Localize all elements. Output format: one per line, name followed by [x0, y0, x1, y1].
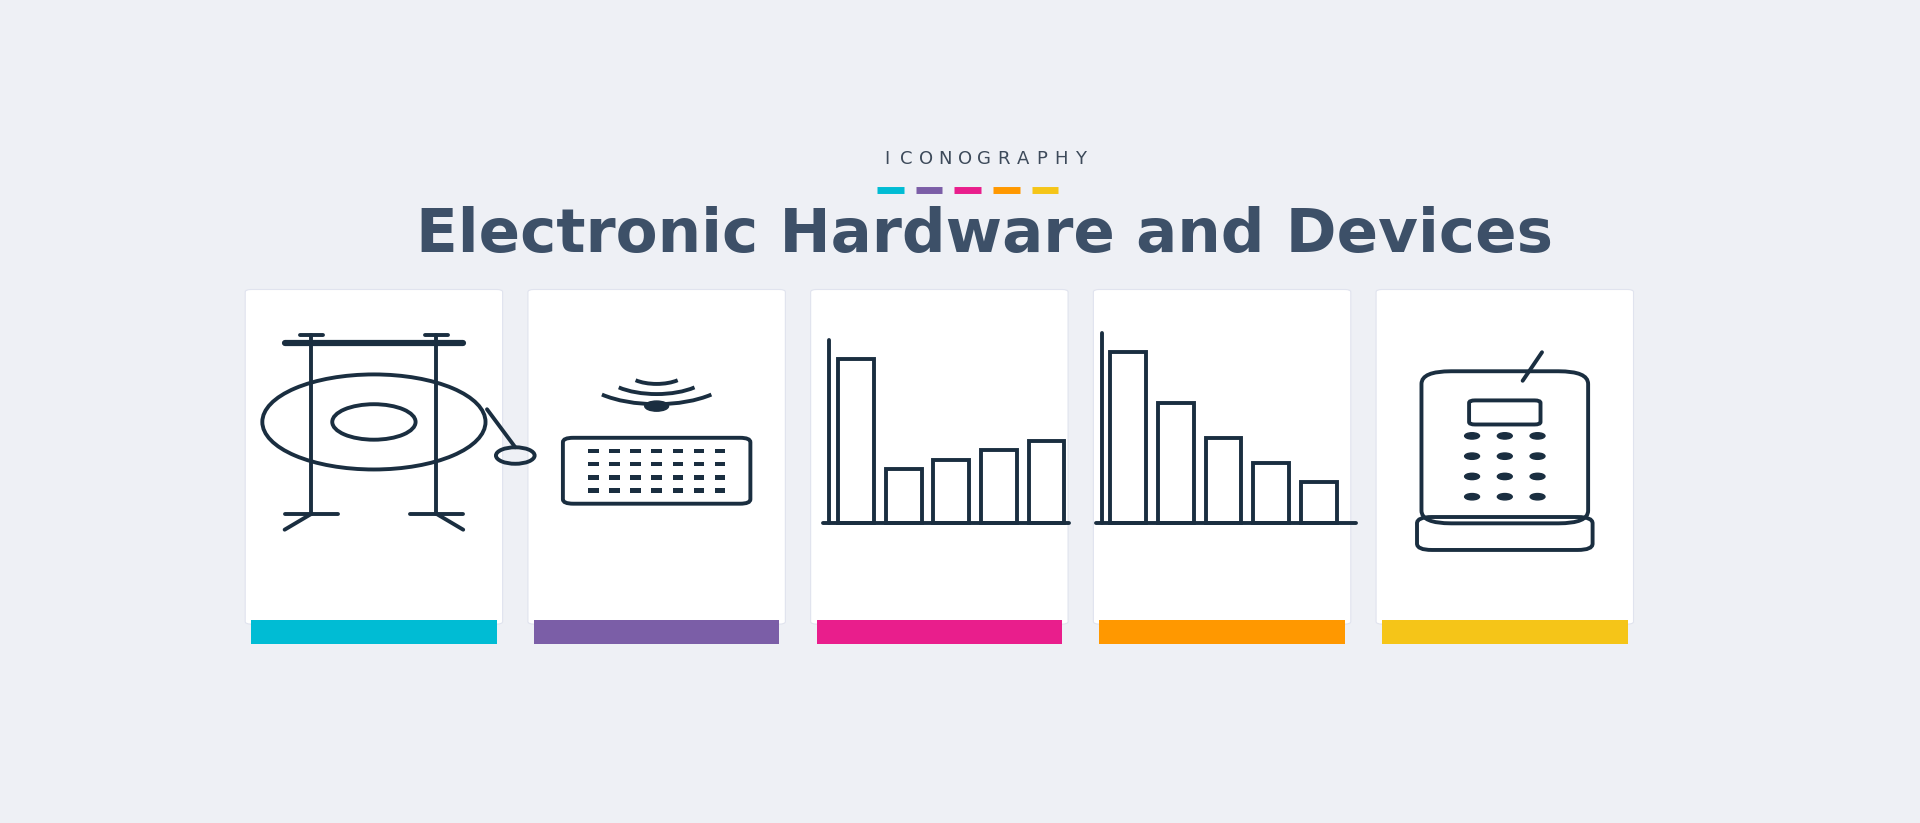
Text: Y: Y: [1075, 150, 1087, 168]
Bar: [630, 449, 641, 453]
Circle shape: [645, 401, 668, 412]
Bar: [714, 489, 726, 493]
Bar: [693, 475, 705, 480]
Circle shape: [1465, 494, 1480, 500]
Bar: [1100, 621, 1344, 644]
Bar: [714, 462, 726, 467]
Bar: [588, 462, 599, 467]
Circle shape: [1498, 453, 1513, 459]
Text: N: N: [939, 150, 952, 168]
Bar: [672, 475, 684, 480]
FancyBboxPatch shape: [1092, 290, 1352, 624]
Circle shape: [1530, 433, 1546, 439]
Bar: [651, 489, 662, 493]
Bar: [609, 462, 620, 467]
Bar: [651, 462, 662, 467]
Bar: [839, 359, 874, 523]
Bar: [885, 469, 922, 523]
Text: G: G: [977, 150, 991, 168]
Circle shape: [1465, 473, 1480, 480]
Bar: [630, 462, 641, 467]
Circle shape: [1498, 433, 1513, 439]
Text: R: R: [996, 150, 1010, 168]
Bar: [1158, 403, 1194, 523]
Bar: [1206, 438, 1242, 523]
Bar: [672, 489, 684, 493]
Bar: [714, 449, 726, 453]
FancyBboxPatch shape: [528, 290, 785, 624]
Bar: [252, 621, 497, 644]
Bar: [1029, 441, 1064, 523]
FancyBboxPatch shape: [810, 290, 1068, 624]
Bar: [693, 489, 705, 493]
Bar: [714, 475, 726, 480]
Bar: [816, 621, 1062, 644]
Circle shape: [1498, 473, 1513, 480]
FancyBboxPatch shape: [246, 290, 503, 624]
Text: Electronic Hardware and Devices: Electronic Hardware and Devices: [415, 206, 1553, 264]
Text: I: I: [885, 150, 889, 168]
Bar: [1254, 463, 1288, 523]
Circle shape: [1530, 494, 1546, 500]
Bar: [651, 449, 662, 453]
Bar: [588, 489, 599, 493]
Text: C: C: [900, 150, 912, 168]
Bar: [609, 489, 620, 493]
Circle shape: [1465, 453, 1480, 459]
Bar: [933, 460, 970, 523]
Bar: [1302, 482, 1336, 523]
Bar: [630, 489, 641, 493]
Text: A: A: [1016, 150, 1029, 168]
Bar: [609, 449, 620, 453]
Text: O: O: [920, 150, 933, 168]
Bar: [588, 475, 599, 480]
Text: O: O: [958, 150, 972, 168]
Bar: [693, 449, 705, 453]
Bar: [672, 449, 684, 453]
Circle shape: [1530, 453, 1546, 459]
Bar: [672, 462, 684, 467]
Bar: [981, 450, 1018, 523]
Bar: [1382, 621, 1628, 644]
Circle shape: [1498, 494, 1513, 500]
Circle shape: [1465, 433, 1480, 439]
Text: H: H: [1054, 150, 1068, 168]
Bar: [651, 475, 662, 480]
Bar: [588, 449, 599, 453]
Bar: [630, 475, 641, 480]
Bar: [1110, 352, 1146, 523]
Bar: [693, 462, 705, 467]
Circle shape: [1530, 473, 1546, 480]
Bar: [534, 621, 780, 644]
Bar: [609, 475, 620, 480]
FancyBboxPatch shape: [1377, 290, 1634, 624]
Text: P: P: [1037, 150, 1048, 168]
